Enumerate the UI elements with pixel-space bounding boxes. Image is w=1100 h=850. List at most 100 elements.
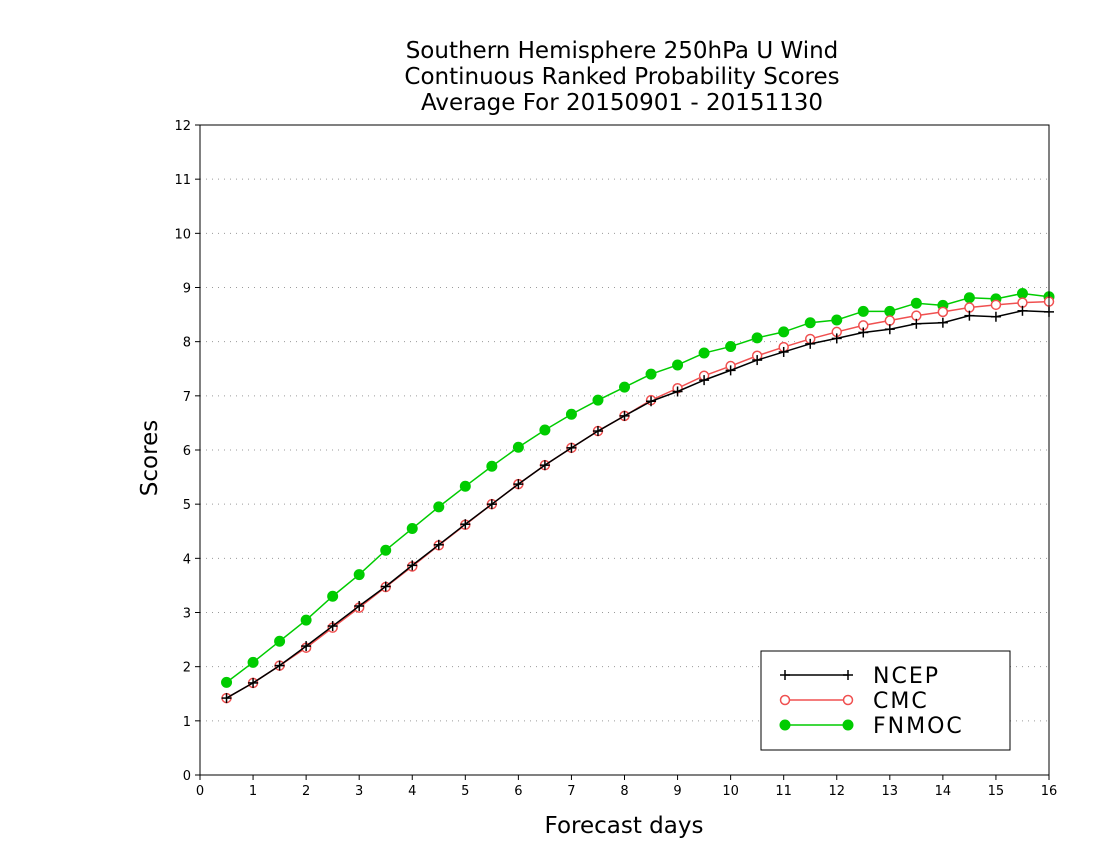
point-fnmoc-21 [778, 326, 790, 338]
point-fnmoc-26 [910, 297, 922, 309]
x-tick-label-16: 16 [1041, 784, 1058, 799]
point-ncep-7 [407, 560, 418, 571]
point-fnmoc-17 [672, 359, 684, 371]
point-ncep-16 [646, 396, 657, 407]
series-line-ncep [226, 310, 1050, 699]
point-fnmoc-14 [592, 394, 604, 406]
point-ncep-29 [990, 311, 1001, 322]
point-ncep-24 [858, 327, 869, 338]
point-ncep-20 [752, 355, 763, 366]
x-tick-label-10: 10 [722, 784, 739, 799]
point-fnmoc-5 [353, 569, 365, 581]
point-fnmoc-13 [565, 408, 577, 420]
series-ncep [221, 305, 1054, 704]
point-ncep-3 [301, 641, 312, 652]
legend-marker-end-fnmoc [842, 719, 854, 731]
y-tick-label-10: 10 [174, 227, 191, 242]
y-tick-label-4: 4 [183, 552, 191, 567]
point-ncep-4 [327, 621, 338, 632]
point-fnmoc-23 [831, 314, 843, 326]
y-tick-label-1: 1 [183, 715, 191, 730]
point-ncep-13 [566, 442, 577, 453]
point-ncep-11 [513, 479, 524, 490]
series-line-fnmoc [226, 292, 1050, 683]
point-fnmoc-22 [804, 317, 816, 329]
point-fnmoc-12 [539, 424, 551, 436]
gridlines [200, 178, 1049, 722]
legend-marker-end-ncep [843, 670, 853, 680]
series-lines [221, 287, 1055, 704]
point-fnmoc-15 [619, 381, 630, 393]
x-tick-label-14: 14 [935, 784, 952, 799]
point-fnmoc-9 [459, 480, 471, 492]
x-tick-label-7: 7 [567, 784, 575, 799]
x-tick-label-2: 2 [302, 784, 310, 799]
point-ncep-9 [460, 519, 471, 530]
y-tick-label-8: 8 [183, 336, 191, 351]
point-cmc-29 [990, 299, 1002, 311]
x-tick-label-5: 5 [461, 784, 469, 799]
point-fnmoc-28 [963, 292, 975, 304]
point-fnmoc-3 [300, 614, 312, 626]
x-axis-label: Forecast days [545, 813, 704, 839]
y-tick-label-9: 9 [183, 282, 191, 297]
point-ncep-10 [486, 499, 497, 510]
legend-label-cmc: CMC [873, 689, 929, 714]
point-cmc-27 [937, 306, 949, 318]
x-tick-label-1: 1 [249, 784, 257, 799]
legend-label-fnmoc: FNMOC [873, 714, 964, 739]
y-tick-label-2: 2 [183, 661, 191, 676]
point-fnmoc-11 [512, 441, 524, 453]
point-ncep-17 [672, 386, 683, 397]
point-ncep-27 [937, 317, 948, 328]
point-fnmoc-1 [247, 656, 259, 668]
point-ncep-5 [354, 601, 365, 611]
point-ncep-28 [964, 310, 975, 321]
x-tick-label-0: 0 [196, 784, 204, 799]
point-fnmoc-6 [380, 544, 392, 556]
point-fnmoc-2 [274, 635, 286, 647]
y-axis-label: Scores [137, 420, 163, 496]
point-fnmoc-8 [433, 501, 445, 513]
point-fnmoc-4 [327, 590, 339, 602]
point-cmc-25 [884, 315, 896, 326]
point-ncep-19 [725, 365, 736, 376]
legend-marker-start-fnmoc [779, 719, 791, 731]
y-tick-label-6: 6 [183, 444, 191, 459]
y-tick-label-12: 12 [174, 119, 191, 134]
x-tick-label-13: 13 [882, 784, 899, 799]
point-ncep-18 [699, 375, 710, 386]
x-tick-label-6: 6 [514, 784, 522, 799]
legend-marker-start-cmc [779, 694, 791, 706]
x-tick-label-15: 15 [988, 784, 1005, 799]
x-tick-label-8: 8 [620, 784, 628, 799]
point-ncep-30 [1017, 305, 1028, 316]
series-fnmoc [221, 287, 1055, 688]
point-fnmoc-10 [486, 460, 498, 472]
legend-marker-end-cmc [842, 694, 854, 706]
point-fnmoc-16 [645, 368, 657, 380]
y-tick-label-3: 3 [183, 607, 191, 622]
point-fnmoc-30 [1016, 287, 1028, 299]
series-cmc [221, 296, 1055, 704]
point-ncep-25 [884, 324, 895, 335]
point-fnmoc-20 [751, 332, 763, 344]
title-line-3: Average For 20150901 - 20151130 [421, 90, 823, 116]
x-tick-label-4: 4 [408, 784, 416, 799]
title-line-2: Continuous Ranked Probability Scores [404, 64, 839, 90]
series-line-cmc [226, 300, 1050, 699]
y-tick-label-7: 7 [183, 390, 191, 405]
legend-label-ncep: NCEP [873, 664, 940, 689]
point-ncep-8 [433, 539, 444, 550]
point-fnmoc-0 [221, 676, 233, 688]
x-tick-label-9: 9 [673, 784, 681, 799]
point-ncep-14 [592, 426, 603, 437]
x-tick-label-3: 3 [355, 784, 363, 799]
point-ncep-2 [274, 660, 285, 671]
point-fnmoc-24 [857, 305, 869, 317]
point-fnmoc-18 [698, 347, 710, 359]
y-tick-label-11: 11 [174, 173, 191, 188]
point-ncep-0 [221, 693, 232, 704]
